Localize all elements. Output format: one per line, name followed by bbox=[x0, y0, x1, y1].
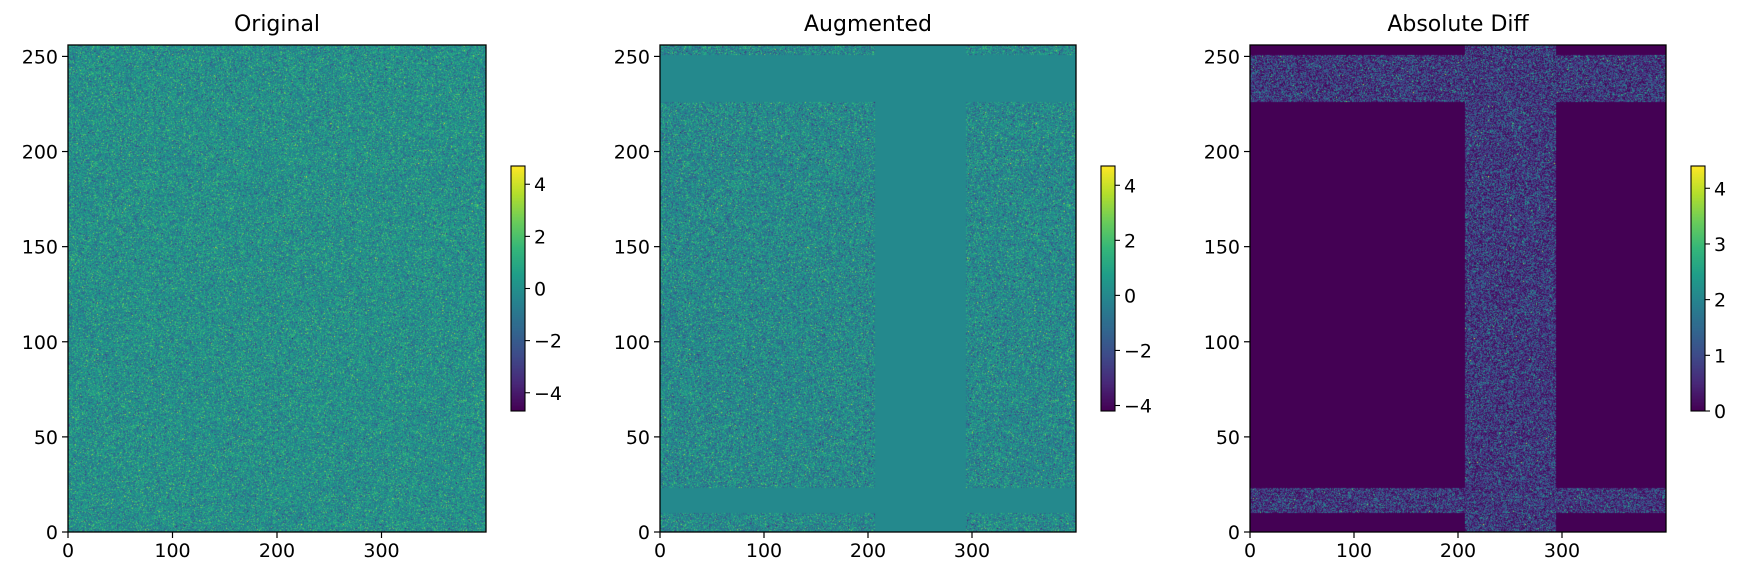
y-tick-label: 250 bbox=[1204, 46, 1240, 68]
colorbar-frame bbox=[1690, 165, 1706, 412]
x-tick-label: 0 bbox=[1244, 540, 1256, 562]
y-tick-label: 100 bbox=[614, 332, 650, 354]
original-panel: Original 0 100 200 300 0 50 100 150 200 250 −4 −2 0 2… bbox=[0, 0, 562, 582]
x-tick-label: 200 bbox=[1440, 540, 1476, 562]
colorbar-tick-label: 1 bbox=[1714, 345, 1726, 367]
absolute-diff-panel: Absolute Diff 0 100 200 300 0 50 100 150 200 250 0… bbox=[1181, 0, 1747, 582]
colorbar-tick-label: 0 bbox=[534, 279, 546, 301]
colorbar-frame bbox=[1100, 165, 1116, 412]
colorbar-tick-label: 4 bbox=[1124, 175, 1136, 197]
y-tick-label: 150 bbox=[22, 237, 58, 259]
colorbar-tick-label: 3 bbox=[1714, 234, 1726, 256]
colorbar-tick-label: 2 bbox=[1124, 230, 1136, 252]
x-tick-label: 100 bbox=[1336, 540, 1372, 562]
y-tick-label: 0 bbox=[638, 522, 650, 544]
colorbar-tick-label: 0 bbox=[1714, 401, 1726, 423]
original-heatmap bbox=[68, 45, 486, 532]
augmented-axes: 0 100 200 300 0 50 100 150 200 250 −4 −2 0 2 4 bbox=[614, 44, 1152, 562]
y-tick-label: 150 bbox=[1204, 237, 1240, 259]
original-colorbar bbox=[511, 166, 525, 411]
y-tick-label: 200 bbox=[614, 142, 650, 164]
y-tick-label: 250 bbox=[22, 46, 58, 68]
absolute-diff-title: Absolute Diff bbox=[1387, 12, 1529, 37]
augmented-panel: Augmented 0 100 200 300 0 50 100 150 200 250 −4 −2 0… bbox=[590, 0, 1170, 582]
x-tick-label: 300 bbox=[954, 540, 990, 562]
x-tick-label: 0 bbox=[654, 540, 666, 562]
colorbar-tick-label: 4 bbox=[1714, 178, 1726, 200]
y-tick-label: 200 bbox=[1204, 142, 1240, 164]
y-tick-label: 250 bbox=[614, 46, 650, 68]
x-tick-label: 100 bbox=[746, 540, 782, 562]
y-tick-label: 50 bbox=[34, 427, 58, 449]
augmented-colorbar bbox=[1101, 166, 1115, 411]
x-tick-label: 0 bbox=[62, 540, 74, 562]
axes-frame bbox=[659, 44, 1077, 533]
absolute-diff-axes: 0 100 200 300 0 50 100 150 200 250 0 1 2 3 4 bbox=[1204, 44, 1726, 562]
axes-frame bbox=[1249, 44, 1667, 533]
colorbar-tick-label: −4 bbox=[1124, 395, 1152, 417]
absolute-diff-colorbar bbox=[1691, 166, 1705, 411]
axes-frame bbox=[67, 44, 487, 533]
colorbar-tick-label: 2 bbox=[1714, 290, 1726, 312]
y-tick-label: 100 bbox=[1204, 332, 1240, 354]
colorbar-tick-label: −4 bbox=[534, 383, 562, 405]
y-tick-label: 50 bbox=[626, 427, 650, 449]
y-tick-label: 200 bbox=[22, 142, 58, 164]
y-tick-label: 100 bbox=[22, 332, 58, 354]
y-tick-label: 150 bbox=[614, 237, 650, 259]
original-axes: 0 100 200 300 0 50 100 150 200 250 −4 −2 0 2 4 bbox=[22, 44, 562, 562]
y-tick-label: 0 bbox=[1228, 522, 1240, 544]
absolute-diff-heatmap bbox=[1250, 45, 1666, 532]
x-tick-label: 300 bbox=[1544, 540, 1580, 562]
x-tick-label: 300 bbox=[363, 540, 399, 562]
x-tick-label: 100 bbox=[154, 540, 190, 562]
colorbar-tick-label: 0 bbox=[1124, 285, 1136, 307]
y-tick-label: 50 bbox=[1216, 427, 1240, 449]
colorbar-frame bbox=[510, 165, 526, 412]
colorbar-tick-label: 4 bbox=[534, 174, 546, 196]
colorbar-tick-label: −2 bbox=[534, 331, 562, 353]
colorbar-tick-label: 2 bbox=[534, 226, 546, 248]
y-tick-label: 0 bbox=[46, 522, 58, 544]
x-tick-label: 200 bbox=[850, 540, 886, 562]
augmented-heatmap bbox=[660, 45, 1076, 532]
augmented-title: Augmented bbox=[804, 12, 932, 37]
original-title: Original bbox=[233, 12, 321, 37]
x-tick-label: 200 bbox=[259, 540, 295, 562]
colorbar-tick-label: −2 bbox=[1124, 340, 1152, 362]
